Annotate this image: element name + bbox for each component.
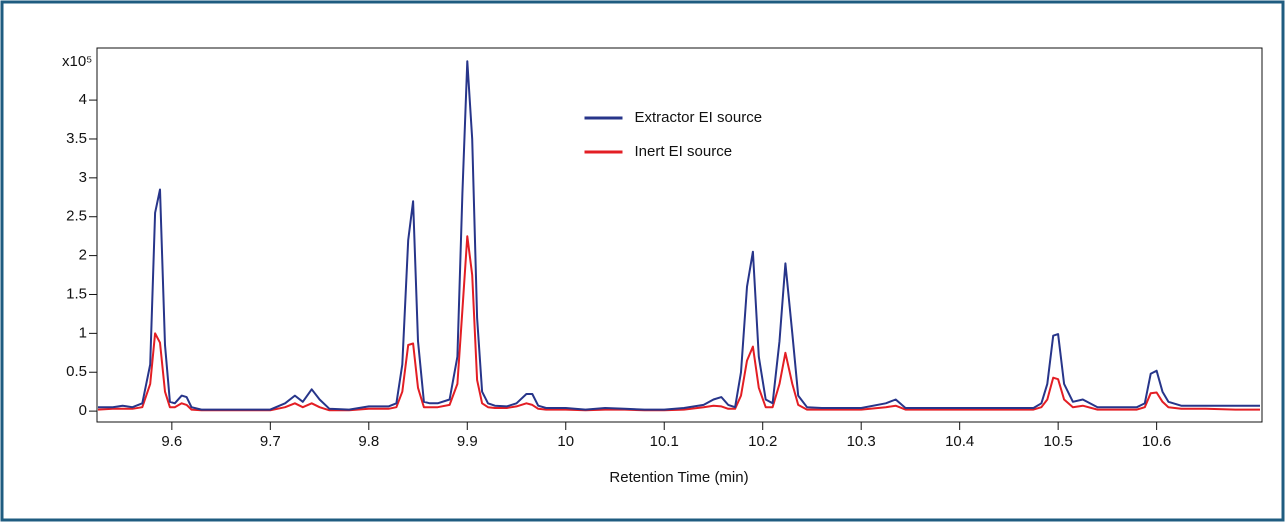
plot-frame <box>96 47 1263 423</box>
y-tick-label: 2 <box>79 247 87 264</box>
x-tick-label: 10.4 <box>945 433 974 450</box>
y-tick-label: 3.5 <box>66 130 87 147</box>
x-tick-label: 9.6 <box>161 433 182 450</box>
x-tick-label: 9.8 <box>358 433 379 450</box>
x-tick-label: 9.9 <box>457 433 478 450</box>
x-tick-label: 10.2 <box>748 433 777 450</box>
y-tick-label: 4 <box>79 91 87 108</box>
x-tick-label: 10.5 <box>1044 433 1073 450</box>
x-tick-label: 9.7 <box>260 433 281 450</box>
x-tick-label: 10.1 <box>650 433 679 450</box>
y-tick-label: 0.5 <box>66 363 87 380</box>
legend-label: Inert EI source <box>635 143 733 160</box>
y-tick-label: 1 <box>79 324 87 341</box>
y-tick-label: 3 <box>79 169 87 186</box>
legend-label: Extractor EI source <box>635 109 763 126</box>
y-unit: x10⁵ <box>62 53 92 70</box>
x-axis-label: Retention Time (min) <box>609 469 748 486</box>
x-tick-label: 10 <box>557 433 574 450</box>
y-tick-label: 2.5 <box>66 208 87 225</box>
x-tick-label: 10.3 <box>847 433 876 450</box>
series-line <box>97 235 1260 412</box>
y-tick-label: 1.5 <box>66 285 87 302</box>
y-tick-label: 0 <box>79 402 87 419</box>
series-line <box>98 60 1260 411</box>
x-tick-label: 10.6 <box>1142 433 1171 450</box>
